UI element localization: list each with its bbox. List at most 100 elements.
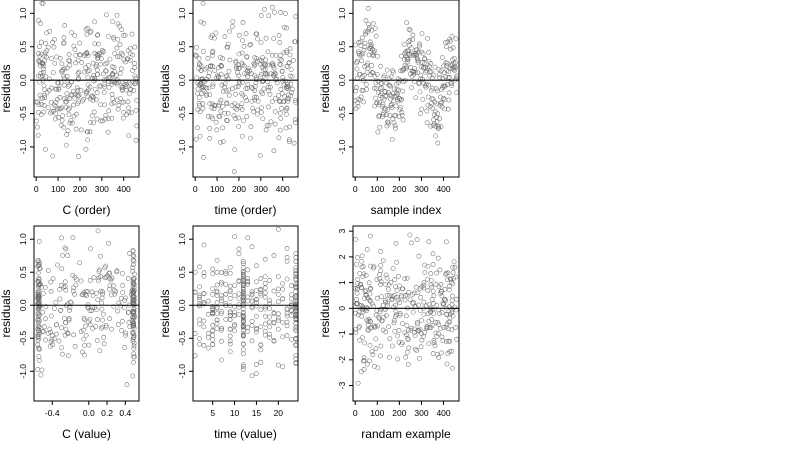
data-point: [196, 101, 202, 106]
data-point: [53, 331, 59, 337]
x-tick-label: 200: [232, 184, 246, 194]
x-tick-label: 0: [193, 184, 198, 194]
data-point: [82, 317, 88, 323]
data-point: [249, 289, 255, 295]
data-point: [373, 33, 379, 39]
data-point: [262, 294, 268, 300]
y-tick-label: -0.5: [337, 106, 347, 121]
data-point: [91, 120, 96, 126]
data-point: [39, 51, 44, 57]
data-point: [445, 106, 451, 112]
data-point: [231, 169, 237, 175]
data-point: [284, 48, 290, 54]
data-point: [227, 313, 233, 319]
data-point: [258, 61, 263, 67]
data-point: [282, 93, 287, 99]
data-point: [279, 91, 285, 97]
data-point: [99, 295, 105, 301]
data-point: [131, 296, 137, 302]
data-point: [36, 275, 42, 281]
data-point: [450, 264, 455, 270]
data-point: [91, 109, 97, 115]
data-point: [407, 232, 413, 238]
data-point: [380, 258, 386, 264]
data-point: [380, 112, 386, 118]
data-point: [81, 96, 86, 102]
data-point: [81, 290, 87, 296]
data-point: [436, 284, 442, 290]
data-point: [284, 323, 290, 329]
data-point: [353, 85, 359, 90]
data-point: [91, 78, 96, 84]
data-point: [65, 84, 71, 89]
data-point: [224, 118, 230, 124]
data-point: [378, 279, 384, 284]
data-point: [435, 319, 441, 325]
data-point: [368, 233, 373, 239]
data-point: [39, 61, 45, 66]
data-point: [267, 92, 273, 97]
data-point: [36, 318, 42, 323]
data-point: [98, 61, 103, 67]
data-point: [227, 28, 232, 34]
data-point: [446, 287, 452, 293]
data-point: [50, 70, 56, 76]
data-point: [127, 91, 132, 97]
data-point: [200, 105, 206, 111]
data-point: [447, 276, 453, 282]
data-point: [399, 112, 405, 118]
data-point: [428, 282, 434, 288]
data-point: [240, 265, 246, 270]
data-point: [363, 287, 369, 293]
data-point: [223, 73, 229, 79]
data-point: [35, 279, 41, 284]
data-point: [87, 308, 93, 314]
data-point: [43, 147, 48, 152]
data-point: [236, 296, 242, 302]
data-point: [98, 118, 104, 124]
data-point: [362, 44, 368, 50]
data-point: [240, 347, 246, 353]
data-point: [258, 359, 264, 365]
data-point: [441, 325, 447, 330]
data-point: [362, 340, 367, 346]
data-point: [60, 67, 66, 73]
data-point: [201, 318, 207, 324]
data-point: [38, 21, 43, 26]
data-point: [379, 318, 385, 324]
data-point: [450, 270, 456, 275]
data-point: [400, 67, 406, 73]
data-point: [94, 90, 100, 96]
data-point: [99, 306, 105, 312]
data-point: [443, 270, 449, 276]
data-point: [450, 275, 456, 281]
data-point: [361, 358, 366, 364]
x-tick-label: 400: [276, 184, 290, 194]
data-point: [83, 333, 89, 338]
data-point: [71, 102, 76, 108]
data-point: [420, 96, 426, 102]
data-point: [416, 328, 422, 334]
data-point: [99, 47, 105, 53]
data-point: [231, 113, 237, 119]
data-point: [383, 106, 388, 112]
data-point: [406, 327, 411, 333]
data-point: [86, 63, 91, 68]
data-point: [414, 237, 420, 243]
data-point: [374, 295, 380, 301]
data-point: [428, 307, 434, 312]
data-point: [105, 116, 111, 122]
data-point: [258, 13, 264, 18]
data-point: [244, 54, 250, 60]
data-point: [200, 49, 206, 54]
data-point: [227, 57, 233, 63]
x-tick-label: 400: [436, 184, 450, 194]
data-point: [59, 325, 64, 331]
data-point: [291, 57, 296, 63]
data-point: [230, 19, 236, 24]
data-point: [413, 346, 418, 352]
data-point: [271, 73, 277, 79]
data-point: [114, 54, 120, 60]
data-point: [84, 25, 90, 31]
data-point: [450, 45, 456, 51]
